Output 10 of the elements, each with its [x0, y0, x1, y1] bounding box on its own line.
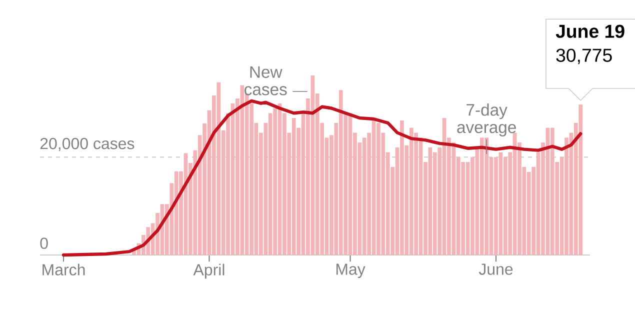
x-tick-label: April: [193, 264, 224, 279]
text: June 19: [556, 24, 624, 38]
annotation: New cases: [244, 66, 287, 96]
annotation: 7-day average: [457, 104, 516, 136]
y-tick-label: 0: [40, 238, 48, 249]
x-tick-label: March: [42, 264, 85, 276]
data-label: 30,775: [556, 48, 612, 64]
y-tick-label: 20,000 cases: [40, 138, 134, 152]
x-tick-label: June: [478, 264, 513, 275]
x-tick-label: May: [336, 264, 366, 278]
